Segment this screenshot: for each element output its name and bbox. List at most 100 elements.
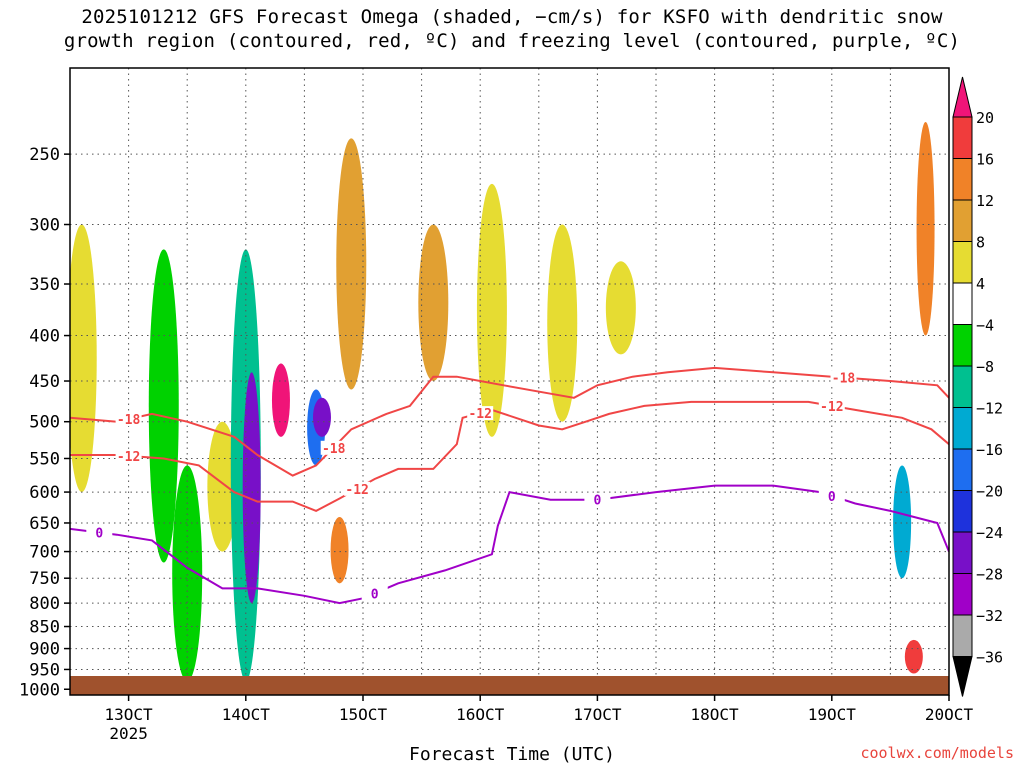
omega-region-11	[418, 224, 449, 382]
colorbar-cell	[952, 531, 973, 574]
contour-line--12	[70, 400, 949, 512]
x-tick-label: 13OCT	[105, 705, 154, 724]
colorbar-cell	[952, 407, 973, 450]
colorbar-cell	[952, 199, 973, 242]
omega-region-5	[242, 372, 261, 604]
grid-lines	[69, 68, 950, 695]
omega-region-10	[336, 138, 367, 390]
y-tick-label: 650	[29, 514, 60, 534]
colorbar-label: 16	[976, 151, 994, 169]
colorbar-label: −8	[976, 358, 994, 376]
contour-labels: -18 -18 -18 -12 -12 -12 -12 0 0 0 0	[86, 370, 857, 602]
y-axis: 2503003504004505005506006507007508008509…	[19, 145, 70, 700]
colorbar-top-arrow	[952, 76, 973, 118]
plot-frame	[69, 67, 950, 696]
y-tick-label: 500	[29, 413, 60, 433]
colorbar-cell	[952, 614, 973, 657]
omega-region-3	[207, 421, 238, 552]
colorbar-label: −36	[976, 649, 1003, 667]
colorbar-label: −28	[976, 566, 1003, 584]
y-tick-label: 1000	[19, 680, 60, 700]
contour-label-bg	[115, 448, 142, 463]
y-tick-label: 550	[29, 449, 60, 469]
contour-label--18: -18	[832, 372, 856, 387]
y-tick-label: 250	[29, 145, 60, 165]
contour-label-bg	[584, 492, 611, 507]
omega-region-8	[312, 397, 331, 437]
contour-label-bg	[344, 481, 371, 496]
contour-line--18	[70, 366, 949, 477]
y-tick-label: 600	[29, 483, 60, 503]
contour-label-0: 0	[371, 587, 379, 602]
colorbar-cell	[952, 448, 973, 491]
x-tick-label: 18OCT	[691, 705, 740, 724]
y-tick-label: 900	[29, 640, 60, 660]
x-tick-label: 19OCT	[808, 705, 857, 724]
omega-region-2	[172, 465, 203, 682]
omega-region-6	[271, 363, 290, 437]
y-tick-label: 700	[29, 543, 60, 563]
colorbar-bottom-arrow	[952, 656, 973, 697]
omega-region-14	[605, 261, 636, 355]
omega-region-9	[330, 516, 349, 584]
colorbar-cell	[952, 573, 973, 616]
contour-label-bg	[320, 440, 347, 455]
x-tick-label: 17OCT	[573, 705, 622, 724]
terrain-ground	[70, 676, 949, 695]
x-tick-label: 20OCT	[925, 705, 974, 724]
contour-label--12: -12	[117, 450, 140, 465]
contour-label-0: 0	[593, 494, 601, 509]
x-axis-label: Forecast Time (UTC)	[409, 744, 615, 765]
colorbar-cell	[952, 116, 973, 159]
colorbar-label: −4	[976, 317, 994, 335]
colorbar-label: 8	[976, 234, 985, 252]
y-tick-label: 950	[29, 660, 60, 680]
omega-region-1	[148, 249, 179, 563]
y-tick-label: 750	[29, 569, 60, 589]
x-tick-label: 15OCT	[339, 705, 388, 724]
contour-label-bg	[818, 488, 845, 503]
contour-label-bg	[115, 412, 142, 427]
contour-label-bg	[361, 586, 388, 601]
contour-label-bg	[830, 370, 857, 385]
contour-label-bg	[86, 525, 113, 540]
y-tick-label: 400	[29, 327, 60, 347]
x-tick-label: 14OCT	[222, 705, 271, 724]
colorbar: 20 16 12 8 4 −4 −8 −12 −16 −20 −24 −28 −32 −36	[952, 76, 1003, 697]
colorbar-label: 12	[976, 192, 994, 210]
colorbar-label: −32	[976, 607, 1003, 625]
omega-region-13	[547, 224, 578, 422]
omega-region-0	[70, 224, 97, 493]
omega-region-12	[476, 183, 507, 437]
omega-region-16	[904, 639, 923, 674]
colorbar-label: −20	[976, 483, 1003, 501]
credit-text: coolwx.com/models	[860, 744, 1014, 762]
colorbar-label: −24	[976, 524, 1003, 542]
y-tick-label: 450	[29, 372, 60, 392]
colorbar-cell	[952, 158, 973, 201]
x-year-label: 2025	[109, 724, 148, 743]
contour-label--12: -12	[468, 407, 491, 422]
x-tick-label: 16OCT	[456, 705, 505, 724]
colorbar-cell	[952, 365, 973, 408]
y-tick-label: 850	[29, 618, 60, 638]
colorbar-label: −16	[976, 441, 1003, 459]
colorbar-label: 20	[976, 109, 994, 127]
y-tick-label: 300	[29, 216, 60, 236]
chart-title-line2: growth region (contoured, red, ºC) and f…	[63, 30, 961, 52]
contour-label-bg	[467, 406, 494, 421]
y-tick-label: 800	[29, 594, 60, 614]
contour-label-bg	[818, 398, 845, 413]
colorbar-cell	[952, 282, 973, 325]
contour-label-0: 0	[828, 490, 836, 505]
colorbar-label: 4	[976, 275, 985, 293]
colorbar-cell	[952, 241, 973, 284]
colorbar-cell	[952, 324, 973, 367]
omega-region-15	[893, 465, 912, 579]
contour-label--18: -18	[117, 413, 141, 428]
x-axis: 13OCT 14OCT 15OCT 16OCT 17OCT 18OCT 19OCT 20OCT…	[105, 695, 974, 743]
colorbar-label: −12	[976, 400, 1003, 418]
chart-title-line1: 2025101212 GFS Forecast Omega (shaded, −…	[81, 6, 943, 28]
y-tick-label: 350	[29, 275, 60, 295]
